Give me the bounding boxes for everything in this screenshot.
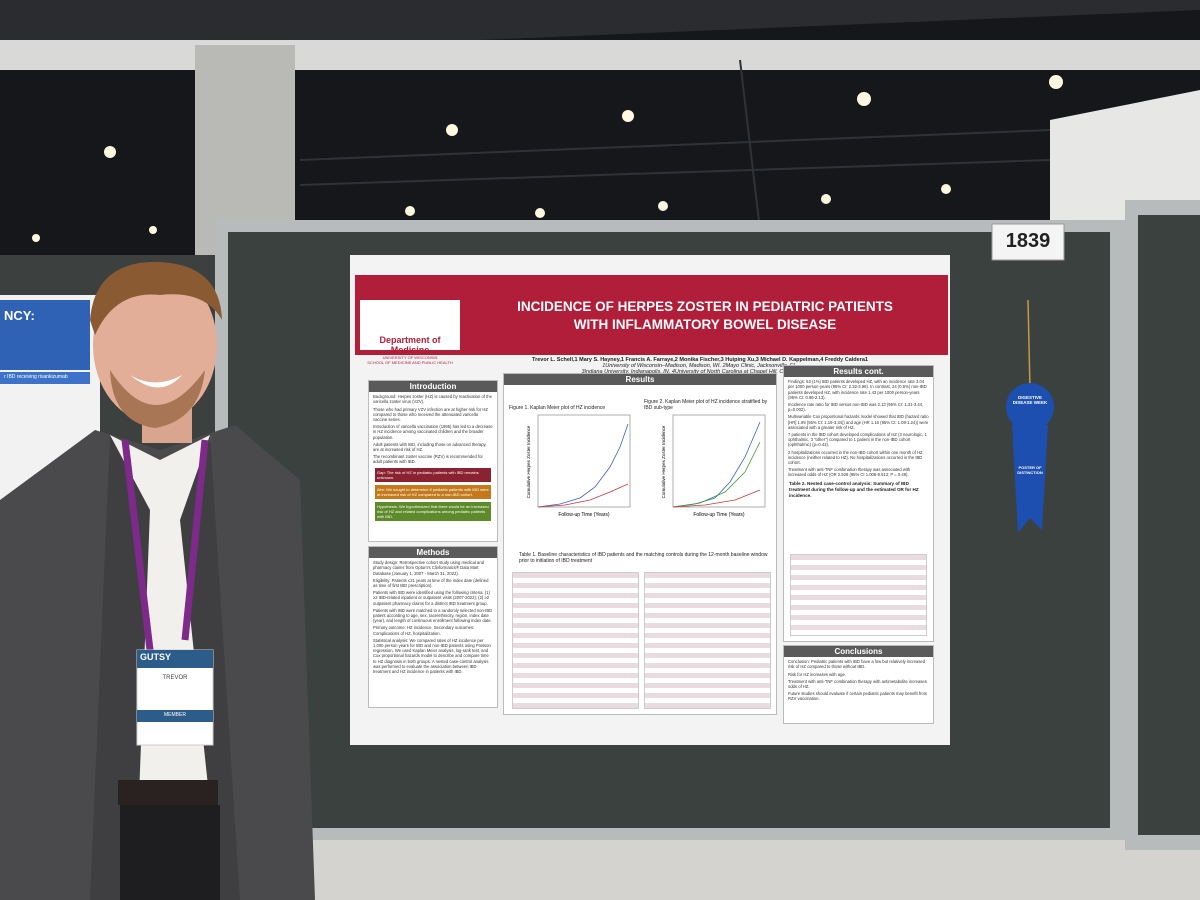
- y-axis-label: Cumulative Herpes Zoster Incidence: [661, 425, 666, 498]
- bullet: Future studies should evaluate if certai…: [788, 691, 928, 702]
- table2: [790, 554, 927, 636]
- department-name: Department of Medicine: [379, 335, 441, 355]
- figure-caption: Figure 2. Kaplan Meier plot of HZ incide…: [644, 399, 768, 411]
- y-axis-label: Cumulative Herpes Zoster Incidence: [526, 425, 531, 498]
- table-caption: Table 1. Baseline characteristics of IBD…: [519, 552, 768, 564]
- figure-caption: Figure 1. Kaplan Meier plot of HZ incide…: [509, 405, 606, 411]
- results-cont-list: Findings: 53 (1%) IBD patients developed…: [784, 379, 933, 477]
- bullet: Introduction of varicella vaccination (1…: [373, 424, 493, 440]
- highlight-box: Hypothesis: We hypothesized that there w…: [375, 501, 491, 521]
- km-plots: Follow-up Time (Years) Follow-up Time (Y…: [526, 414, 766, 518]
- results-section: Results Figure 1. Kaplan Meier plot of H…: [503, 373, 777, 715]
- title-line: WITH INFLAMMATORY BOWEL DISEASE: [573, 317, 837, 332]
- affiliation: 1University of Wisconsin–Madison, Madiso…: [602, 363, 798, 369]
- results-cont-section: Results cont. Findings: 53 (1%) IBD pati…: [783, 365, 934, 642]
- section-heading: Methods: [369, 547, 497, 559]
- left-poster-heading: NCY:: [4, 308, 35, 323]
- bullet: Background: Herpes zoster (HZ) is caused…: [373, 394, 492, 405]
- ribbon-top: DIGESTIVE DISEASE WEEK: [1012, 395, 1048, 405]
- intro-boxes: Gap: The risk of HZ in pediatric patient…: [369, 467, 497, 521]
- left-poster-line: r IBD receiving risankizumab: [4, 374, 68, 380]
- section-heading: Results: [504, 374, 776, 386]
- highlight-box: Gap: The risk of HZ in pediatric patient…: [375, 467, 491, 482]
- bullet: The recombinant zoster vaccine (RZV) is …: [373, 454, 483, 465]
- section-heading: Conclusions: [784, 646, 933, 658]
- ribbon-bottom: POSTER OF DISTINCTION: [1017, 465, 1043, 475]
- bullet: Study design: Retrospective cohort study…: [373, 560, 485, 576]
- affiliation: 3Indiana University, Indianapolis, IN. 4…: [581, 369, 819, 375]
- bullet: Findings: 53 (1%) IBD patients developed…: [788, 379, 927, 400]
- conclusions-section: Conclusions Conclusion: Pediatric patien…: [783, 645, 934, 724]
- bullet: Those who had primary VZV infection are …: [373, 406, 488, 423]
- department-line: UNIVERSITY OF WISCONSIN: [382, 355, 438, 360]
- bullet: Patients with IBD were identified using …: [373, 590, 490, 606]
- bullet: Primary outcome: HZ incidence. Secondary…: [373, 625, 475, 636]
- intro-list: Background: Herpes zoster (HZ) is caused…: [369, 394, 497, 464]
- section-heading: Introduction: [369, 381, 497, 393]
- conclusions-list: Conclusion: Pediatric patients with IBD …: [784, 659, 933, 701]
- introduction-section: Introduction Background: Herpes zoster (…: [368, 380, 498, 542]
- title-line: INCIDENCE OF HERPES ZOSTER IN PEDIATRIC …: [517, 299, 893, 314]
- bullet: Incidence rate ratio for IBD versus non-…: [788, 402, 924, 413]
- bullet: Multivariable Cox proportional hazards m…: [788, 414, 929, 430]
- methods-section: Methods Study design: Retrospective coho…: [368, 546, 498, 708]
- bullet: Treatment with anti-TNF combination ther…: [788, 467, 911, 478]
- bullet: 7 patients in the IBD cohort developed c…: [788, 432, 927, 448]
- bullet: Eligibility: Patients ≤21 years at time …: [373, 577, 489, 589]
- table1-left: [512, 572, 639, 709]
- badge-name: TREVOR: [162, 675, 188, 681]
- section-heading: Results cont.: [784, 366, 933, 378]
- authors: Trevor L. Schell,1 Mary S. Hayney,1 Fran…: [460, 357, 940, 375]
- badge-brand: GUTSY: [140, 652, 172, 662]
- methods-list: Study design: Retrospective cohort study…: [369, 560, 497, 674]
- highlight-box: Aim: We sought to determine if pediatric…: [375, 484, 491, 499]
- bullet: Patients with IBD were matched to a rand…: [373, 607, 493, 624]
- x-axis-label: Follow-up Time (Years): [693, 512, 745, 518]
- bullet: Statistical analysis: We compared rates …: [373, 637, 491, 675]
- table1-right: [644, 572, 771, 709]
- bullet: Risk for HZ increases with age.: [788, 671, 846, 677]
- author-list: Trevor L. Schell,1 Mary S. Hayney,1 Fran…: [532, 357, 868, 363]
- bullet: Conclusion: Pediatric patients with IBD …: [788, 659, 926, 670]
- bullet: Treatment with anti-TNF combination ther…: [788, 678, 927, 690]
- table-caption: Table 2. Nested case-control analysis: S…: [789, 480, 919, 498]
- bullet: Adult patients with IBD, including those…: [373, 441, 487, 453]
- badge-role: MEMBER: [164, 712, 186, 718]
- person: [0, 261, 315, 900]
- bullet: 2 hospitalizations occurred in the non-I…: [788, 449, 923, 466]
- x-axis-label: Follow-up Time (Years): [558, 512, 610, 518]
- department: Department of Medicine UNIVERSITY OF WIS…: [362, 335, 458, 365]
- poster-title: INCIDENCE OF HERPES ZOSTER IN PEDIATRIC …: [470, 298, 940, 334]
- department-line: SCHOOL OF MEDICINE AND PUBLIC HEALTH: [367, 360, 453, 365]
- board-number: 1839: [1005, 230, 1051, 252]
